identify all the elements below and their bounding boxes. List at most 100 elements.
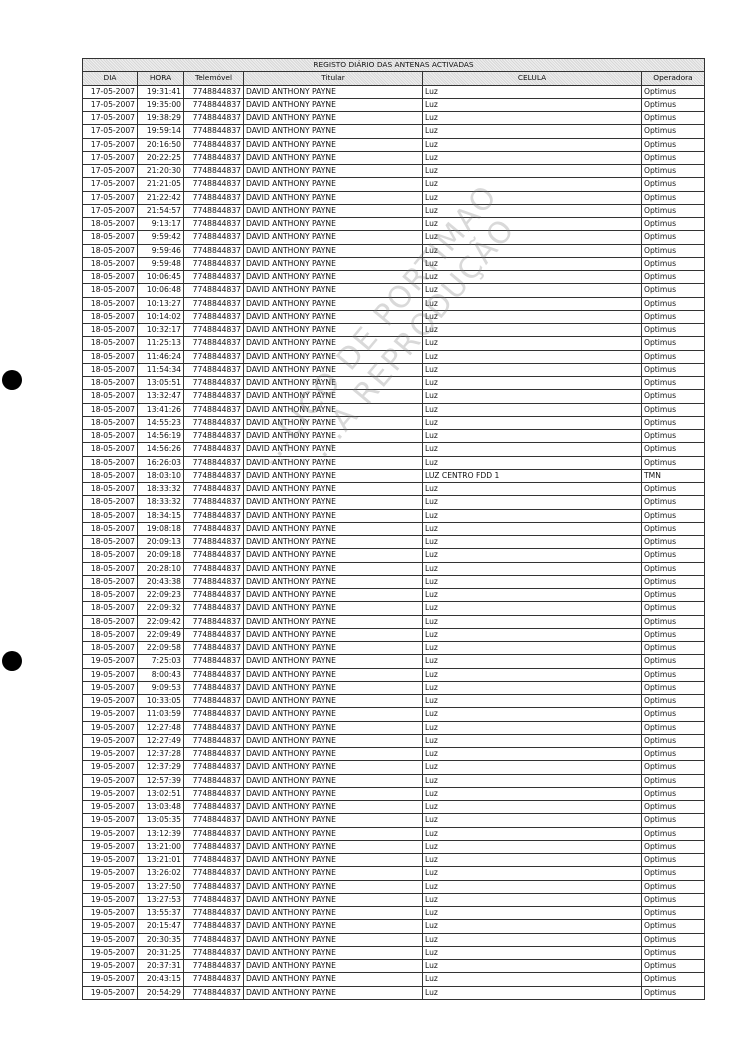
cell-dia: 18-05-2007	[82, 534, 138, 550]
cell-titular: DAVID ANTHONY PAYNE	[243, 786, 423, 802]
cell-operadora: Optimus	[641, 587, 705, 603]
cell-dia: 19-05-2007	[82, 945, 138, 961]
table-row: 19-05-2007 12:37:28 7748844837 DAVID ANTHON…	[82, 746, 705, 762]
cell-hora: 12:27:48	[137, 720, 184, 735]
cell-titular: DAVID ANTHONY PAYNE	[243, 958, 423, 974]
cell-hora: 21:21:05	[137, 177, 184, 192]
cell-hora: 18:33:32	[137, 495, 184, 510]
cell-operadora: Optimus	[641, 574, 705, 590]
cell-hora: 22:09:23	[137, 587, 184, 603]
table-row: 18-05-2007 18:33:32 7748844837 DAVID ANTHON…	[82, 481, 705, 497]
cell-telemovel: 7748844837	[183, 230, 244, 245]
cell-hora: 13:05:35	[137, 813, 184, 828]
table-row: 19-05-2007 13:55:37 7748844837 DAVID ANTHON…	[82, 905, 705, 921]
cell-celula: Luz	[422, 455, 642, 470]
cell-operadora: TMN	[641, 468, 705, 484]
cell-titular: DAVID ANTHONY PAYNE	[243, 296, 423, 311]
cell-titular: DAVID ANTHONY PAYNE	[243, 84, 423, 99]
cell-celula: Luz	[422, 574, 642, 590]
cell-celula: Luz	[422, 256, 642, 272]
cell-dia: 17-05-2007	[82, 84, 138, 99]
cell-titular: DAVID ANTHONY PAYNE	[243, 283, 423, 298]
cell-celula: Luz	[422, 746, 642, 762]
table-row: 19-05-2007 13:27:50 7748844837 DAVID ANTHON…	[82, 879, 705, 894]
cell-hora: 20:30:35	[137, 932, 184, 947]
cell-hora: 19:08:18	[137, 521, 184, 537]
cell-telemovel: 7748844837	[183, 852, 244, 868]
cell-dia: 18-05-2007	[82, 269, 138, 285]
table-row: 19-05-2007 12:27:49 7748844837 DAVID ANTHON…	[82, 733, 705, 749]
cell-hora: 20:43:15	[137, 972, 184, 987]
table-row: 17-05-2007 19:38:29 7748844837 DAVID ANTHON…	[82, 110, 705, 126]
cell-telemovel: 7748844837	[183, 389, 244, 404]
table-row: 19-05-2007 7:25:03 7748844837 DAVID ANTHONY…	[82, 654, 705, 669]
cell-operadora: Optimus	[641, 919, 705, 934]
table-row: 18-05-2007 9:59:48 7748844837 DAVID ANTHONY…	[82, 256, 705, 272]
cell-hora: 10:13:27	[137, 296, 184, 311]
table-row: 19-05-2007 20:54:29 7748844837 DAVID ANTHON…	[82, 985, 705, 1000]
cell-telemovel: 7748844837	[183, 919, 244, 934]
table-row: 18-05-2007 18:03:10 7748844837 DAVID ANTHON…	[82, 468, 705, 484]
cell-operadora: Optimus	[641, 322, 705, 338]
cell-titular: DAVID ANTHONY PAYNE	[243, 322, 423, 338]
table-row: 18-05-2007 9:13:17 7748844837 DAVID ANTHONY…	[82, 216, 705, 232]
cell-celula: Luz	[422, 548, 642, 563]
cell-dia: 18-05-2007	[82, 362, 138, 378]
cell-operadora: Optimus	[641, 640, 705, 656]
cell-telemovel: 7748844837	[183, 760, 244, 775]
cell-hora: 10:06:48	[137, 283, 184, 298]
table-row: 17-05-2007 20:16:50 7748844837 DAVID ANTHON…	[82, 137, 705, 152]
cell-titular: DAVID ANTHONY PAYNE	[243, 892, 423, 908]
cell-dia: 18-05-2007	[82, 481, 138, 497]
table-row: 17-05-2007 21:22:42 7748844837 DAVID ANTHON…	[82, 190, 705, 205]
cell-hora: 12:57:39	[137, 773, 184, 788]
cell-telemovel: 7748844837	[183, 813, 244, 828]
cell-hora: 10:32:17	[137, 322, 184, 338]
cell-celula: Luz	[422, 707, 642, 722]
cell-telemovel: 7748844837	[183, 534, 244, 550]
table-row: 19-05-2007 8:00:43 7748844837 DAVID ANTHONY…	[82, 667, 705, 682]
cell-titular: DAVID ANTHONY PAYNE	[243, 190, 423, 205]
table-row: 18-05-2007 22:09:49 7748844837 DAVID ANTHON…	[82, 627, 705, 643]
cell-titular: DAVID ANTHONY PAYNE	[243, 760, 423, 775]
cell-titular: DAVID ANTHONY PAYNE	[243, 455, 423, 470]
cell-hora: 14:55:23	[137, 415, 184, 431]
cell-operadora: Optimus	[641, 799, 705, 815]
cell-dia: 18-05-2007	[82, 614, 138, 629]
cell-celula: Luz	[422, 110, 642, 126]
cell-operadora: Optimus	[641, 733, 705, 749]
cell-celula: Luz	[422, 972, 642, 987]
cell-dia: 17-05-2007	[82, 190, 138, 205]
cell-celula: Luz	[422, 84, 642, 99]
cell-dia: 18-05-2007	[82, 243, 138, 258]
cell-celula: Luz	[422, 561, 642, 576]
cell-titular: DAVID ANTHONY PAYNE	[243, 442, 423, 457]
cell-operadora: Optimus	[641, 866, 705, 881]
table-row: 18-05-2007 11:25:13 7748844837 DAVID ANTHON…	[82, 336, 705, 351]
cell-operadora: Optimus	[641, 561, 705, 576]
cell-dia: 19-05-2007	[82, 733, 138, 749]
cell-dia: 19-05-2007	[82, 905, 138, 921]
cell-hora: 9:59:42	[137, 230, 184, 245]
table-row: 19-05-2007 13:27:53 7748844837 DAVID ANTHON…	[82, 892, 705, 908]
cell-telemovel: 7748844837	[183, 110, 244, 126]
cell-hora: 20:09:18	[137, 548, 184, 563]
cell-operadora: Optimus	[641, 654, 705, 669]
cell-hora: 19:38:29	[137, 110, 184, 126]
cell-celula: Luz	[422, 693, 642, 709]
cell-celula: Luz	[422, 786, 642, 802]
cell-operadora: Optimus	[641, 614, 705, 629]
cell-dia: 18-05-2007	[82, 402, 138, 417]
cell-dia: 19-05-2007	[82, 746, 138, 762]
cell-celula: Luz	[422, 773, 642, 788]
cell-telemovel: 7748844837	[183, 614, 244, 629]
cell-celula: Luz	[422, 614, 642, 629]
cell-dia: 18-05-2007	[82, 349, 138, 364]
cell-titular: DAVID ANTHONY PAYNE	[243, 879, 423, 894]
cell-celula: Luz	[422, 667, 642, 682]
cell-celula: Luz	[422, 799, 642, 815]
column-header-hora: HORA	[137, 71, 184, 86]
cell-hora: 20:54:29	[137, 985, 184, 1000]
cell-titular: DAVID ANTHONY PAYNE	[243, 773, 423, 788]
cell-operadora: Optimus	[641, 680, 705, 696]
